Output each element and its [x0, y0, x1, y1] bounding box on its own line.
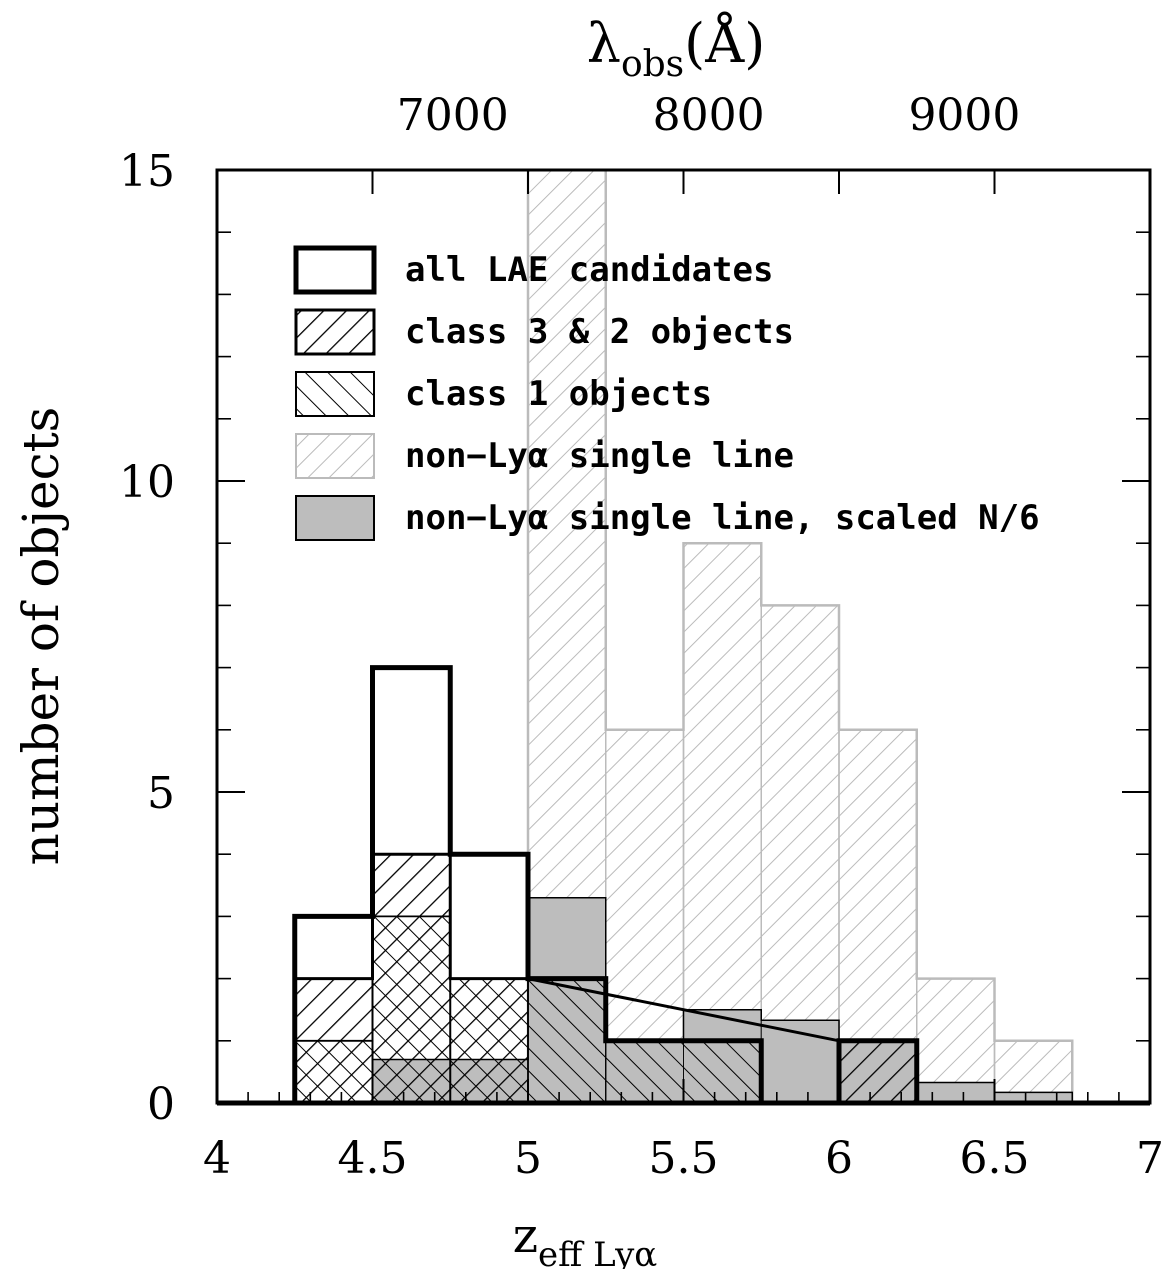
legend-item: class 3 & 2 objects: [294, 308, 794, 356]
y-tick-label: 5: [147, 768, 175, 819]
top-axis-title: λobs(Å): [587, 10, 766, 85]
legend-label: class 3 & 2 objects: [405, 312, 794, 352]
legend-swatch-bg: [296, 248, 374, 292]
x-tick-label: 4: [203, 1133, 231, 1184]
histogram-bars: [292, 168, 1074, 1106]
legend-label: class 1 objects: [405, 374, 712, 414]
y-axis-title: number of objects: [12, 407, 70, 866]
series-hatch-fwd: [293, 852, 919, 1104]
outline-hatch-light: [526, 168, 1074, 1103]
legend-swatch: [293, 245, 377, 295]
y-tick-label: 0: [147, 1079, 175, 1130]
x-tick-label: 5.5: [649, 1133, 719, 1184]
top-tick-label: 9000: [908, 90, 1020, 141]
legend-item: class 1 objects: [295, 371, 712, 417]
legend-label: non−Lyα single line: [405, 436, 794, 476]
legend-swatch: [295, 371, 375, 417]
outline-outline: [292, 665, 920, 1106]
legend-item: non−Lyα single line: [295, 433, 794, 479]
legend-swatch: [294, 308, 376, 356]
x-tick-label: 6: [825, 1133, 853, 1184]
y-tick-label: 10: [119, 457, 175, 508]
legend-swatch: [295, 433, 375, 479]
legend-item: all LAE candidates: [293, 245, 773, 295]
bar-hatch-fwd-3: [838, 1039, 918, 1104]
bar-gray-fill-6: [916, 1082, 995, 1104]
series-hatch-light: [526, 168, 1074, 1104]
legend-label: non−Lyα single line, scaled N/6: [405, 498, 1040, 538]
legend-swatch: [295, 495, 375, 541]
legend-label: all LAE candidates: [405, 250, 773, 290]
legend: all LAE candidates class 3 & 2 objects cla…: [293, 245, 1040, 541]
x-tick-label: 4.5: [338, 1133, 408, 1184]
top-tick-label: 7000: [397, 90, 509, 141]
top-tick-label: 8000: [653, 90, 765, 141]
y-tick-label: 15: [119, 146, 175, 197]
bar-hatch-back-3: [527, 978, 607, 1104]
bar-hatch-fwd-2: [449, 977, 529, 1104]
legend-item: non−Lyα single line, scaled N/6: [295, 495, 1040, 541]
x-tick-label: 7: [1136, 1133, 1164, 1184]
bar-hatch-fwd-1: [371, 853, 452, 1104]
x-tick-label: 5: [514, 1133, 542, 1184]
series-outline: [292, 665, 920, 1106]
bar-hatch-fwd-0: [293, 977, 374, 1104]
axis-ticks: 4 4.5 5 5.5 6 6.5 7 0 5 10 15 7000 8000 9000: [119, 90, 1164, 1184]
x-axis-title: zeff Lyα: [513, 1208, 658, 1269]
x-tick-label: 6.5: [960, 1133, 1030, 1184]
